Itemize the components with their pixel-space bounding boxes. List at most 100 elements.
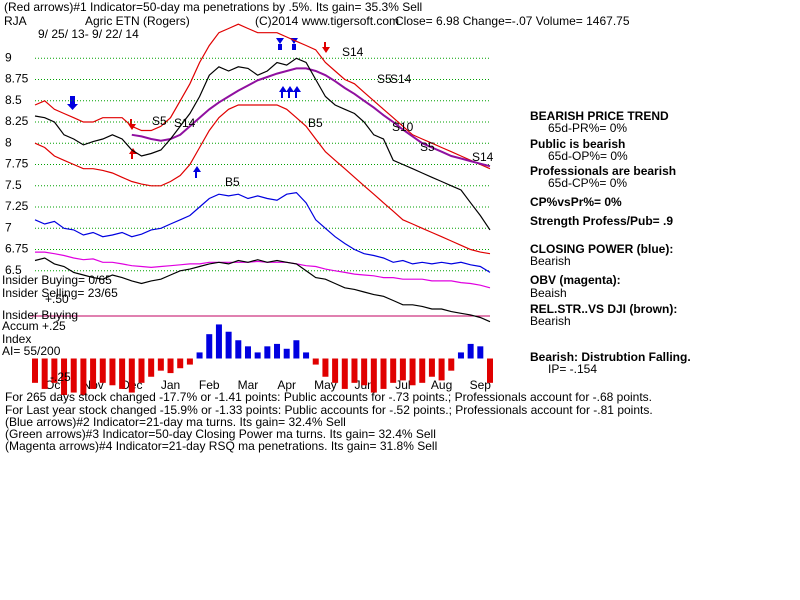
x-tick-label: Mar <box>238 378 259 392</box>
y-tick-label: 7.75 <box>5 157 29 171</box>
bar <box>244 346 251 359</box>
annotation: BEARISH PRICE TREND <box>530 109 669 123</box>
bar <box>70 358 77 393</box>
annotation: 65d-OP%= 0% <box>548 149 628 163</box>
annotation: AI= 55/200 <box>2 344 61 358</box>
bar <box>119 358 126 389</box>
chart-title: (Red arrows)#1 Indicator=50-day ma penet… <box>4 0 422 14</box>
annotation: Beaish <box>530 286 567 300</box>
bar <box>419 358 426 383</box>
bar <box>196 352 203 359</box>
annotation: Bearish: Distrubtion Falling. <box>530 350 691 364</box>
annotation: S14 <box>390 72 412 86</box>
annotation: For Last year stock changed -15.9% or -1… <box>5 403 653 417</box>
bar <box>457 352 464 359</box>
annotation: +.50 <box>45 292 69 306</box>
bar <box>390 358 397 383</box>
annotation: Strength Profess/Pub= .9 <box>530 214 673 228</box>
bar <box>148 358 155 377</box>
bar <box>138 358 145 383</box>
x-tick-label: Sep <box>470 378 492 392</box>
bar <box>351 358 358 383</box>
y-tick-label: 8.75 <box>5 72 29 86</box>
bar <box>186 358 193 365</box>
bar <box>467 343 474 359</box>
series-line <box>34 191 491 273</box>
annotation: (Green arrows)#3 Indicator=50-day Closin… <box>5 427 436 441</box>
annotation: Bearish <box>530 254 571 268</box>
y-tick-label: 7.25 <box>5 199 29 213</box>
annotation: B5 <box>225 175 240 189</box>
annotation: IP= -.154 <box>548 362 597 376</box>
bar <box>225 331 232 359</box>
arrows <box>67 38 301 178</box>
y-tick-label: 8 <box>5 135 12 149</box>
annotation: OBV (magenta): <box>530 273 621 287</box>
bar <box>99 358 106 383</box>
bar <box>487 358 493 383</box>
annotation: Insider Buying <box>2 308 78 322</box>
bar <box>303 352 310 359</box>
annotation: Public is bearish <box>530 137 625 151</box>
series-line <box>35 251 491 289</box>
y-tick-label: 6.5 <box>5 263 22 277</box>
annotation: 9/ 25/ 13- 9/ 22/ 14 <box>38 27 139 41</box>
bar <box>322 358 329 377</box>
series-line <box>34 104 491 255</box>
bar <box>41 358 48 389</box>
series-line <box>34 23 491 170</box>
bar <box>235 340 242 359</box>
annotation: 65d-PR%= 0% <box>548 121 627 135</box>
bar <box>264 346 271 359</box>
bar <box>80 358 87 395</box>
bar <box>428 358 435 377</box>
annotation: (C)2014 www.tigersoft.com <box>255 14 399 28</box>
bar <box>61 358 68 395</box>
bar <box>177 358 184 369</box>
bar <box>283 348 290 359</box>
y-tick-label: 6.75 <box>5 242 29 256</box>
annotation: Accum +.25 <box>2 319 66 333</box>
bar <box>438 358 445 381</box>
bar <box>274 343 281 359</box>
x-tick-label: Apr <box>277 378 296 392</box>
annotation: Professionals are bearish <box>530 164 676 178</box>
annotation: CP%vsPr%= 0% <box>530 195 622 209</box>
x-tick-label: May <box>314 378 337 392</box>
y-tick-label: 7 <box>5 220 12 234</box>
annotation: S14 <box>472 150 494 164</box>
annotation: S14 <box>174 116 196 130</box>
bar <box>206 334 213 359</box>
bar <box>370 358 377 393</box>
bar <box>167 358 174 374</box>
annotation: S5 <box>377 72 392 86</box>
annotation: Insider Buying= 0/65 <box>2 273 112 287</box>
annotation: For 265 days stock changed -17.7% or -1.… <box>5 390 652 404</box>
y-tick-label: 7.5 <box>5 178 22 192</box>
annotation: Close= 6.98 Change=-.07 Volume= 1467.75 <box>395 14 630 28</box>
annotation: Bearish <box>530 314 571 328</box>
annotation: B5 <box>308 116 323 130</box>
x-tick-label: Jul <box>395 378 410 392</box>
x-tick-label: Aug <box>431 378 452 392</box>
annotation: S10 <box>392 120 414 134</box>
annotation: S5 <box>152 114 167 128</box>
bar <box>51 358 58 383</box>
series-line <box>34 257 491 323</box>
x-tick-label: Jan <box>161 378 180 392</box>
annotation: Index <box>2 332 31 346</box>
bar <box>312 358 319 365</box>
bar <box>341 358 348 389</box>
annotation: Insider Selling= 23/65 <box>2 286 118 300</box>
annotation: S5 <box>420 140 435 154</box>
bar <box>32 358 38 383</box>
bar <box>90 358 97 389</box>
y-tick-label: 8.25 <box>5 114 29 128</box>
y-tick-label: 9 <box>5 50 12 64</box>
annotation: CLOSING POWER (blue): <box>530 242 673 256</box>
arrows <box>128 42 330 159</box>
bar <box>128 358 135 393</box>
annotation: (Magenta arrows)#4 Indicator=21-day RSQ … <box>5 439 437 453</box>
bar <box>157 358 164 371</box>
